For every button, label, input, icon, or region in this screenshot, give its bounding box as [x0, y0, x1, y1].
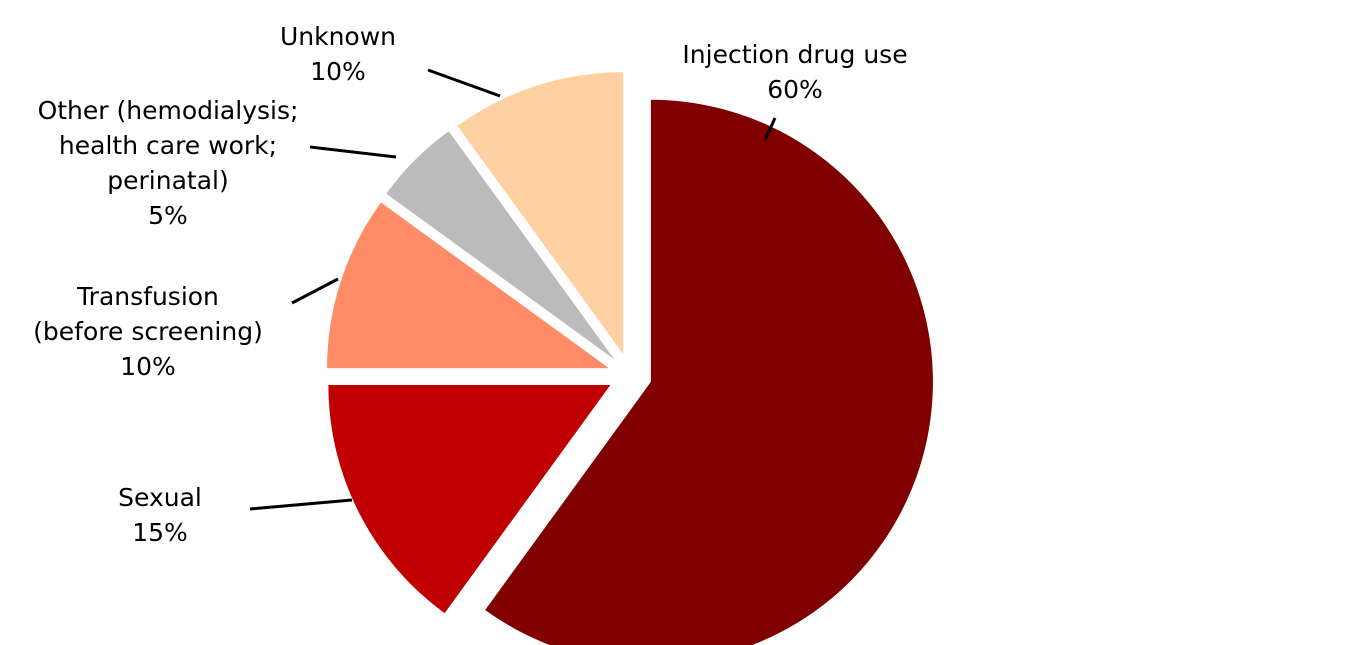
pie-slice-2	[328, 384, 611, 614]
leader-line-1	[763, 117, 777, 141]
slice-label-line: 5%	[148, 201, 188, 230]
slice-label-line: perinatal)	[107, 166, 228, 195]
slice-label-3: Transfusion (before screening) 10%	[33, 282, 263, 381]
slice-label-line: 10%	[310, 57, 366, 86]
leader-line-2	[249, 498, 353, 511]
slice-label-line: 60%	[767, 75, 823, 104]
slice-label-line: Injection drug use	[682, 40, 907, 69]
slices-layer	[327, 72, 933, 645]
slice-label-line: 15%	[132, 518, 188, 547]
leader-lines-layer	[249, 68, 777, 511]
pie-slice-5	[457, 72, 624, 355]
slice-label-line: Unknown	[280, 22, 396, 51]
slice-label-5: Unknown 10%	[280, 22, 396, 86]
pie-slice-3	[327, 202, 610, 369]
pie-slice-4	[386, 131, 615, 360]
slice-label-line: Sexual	[118, 483, 202, 512]
leader-line-3	[291, 277, 339, 305]
slice-label-line: health care work;	[59, 131, 277, 160]
slice-label-4: Other (hemodialysis; health care work; per…	[38, 96, 299, 230]
slice-label-line: Transfusion	[76, 282, 219, 311]
leader-line-4	[309, 145, 397, 159]
slice-label-line: (before screening)	[33, 317, 263, 346]
slice-label-line: 10%	[120, 352, 176, 381]
leader-line-5	[427, 68, 501, 98]
slice-label-1: Injection drug use 60%	[682, 40, 907, 104]
labels-layer: Injection drug use 60% Sexual 15% Transfusio…	[33, 22, 907, 547]
slice-label-line: Other (hemodialysis;	[38, 96, 299, 125]
slice-label-2: Sexual 15%	[118, 483, 202, 547]
pie-slice-1	[485, 99, 933, 645]
